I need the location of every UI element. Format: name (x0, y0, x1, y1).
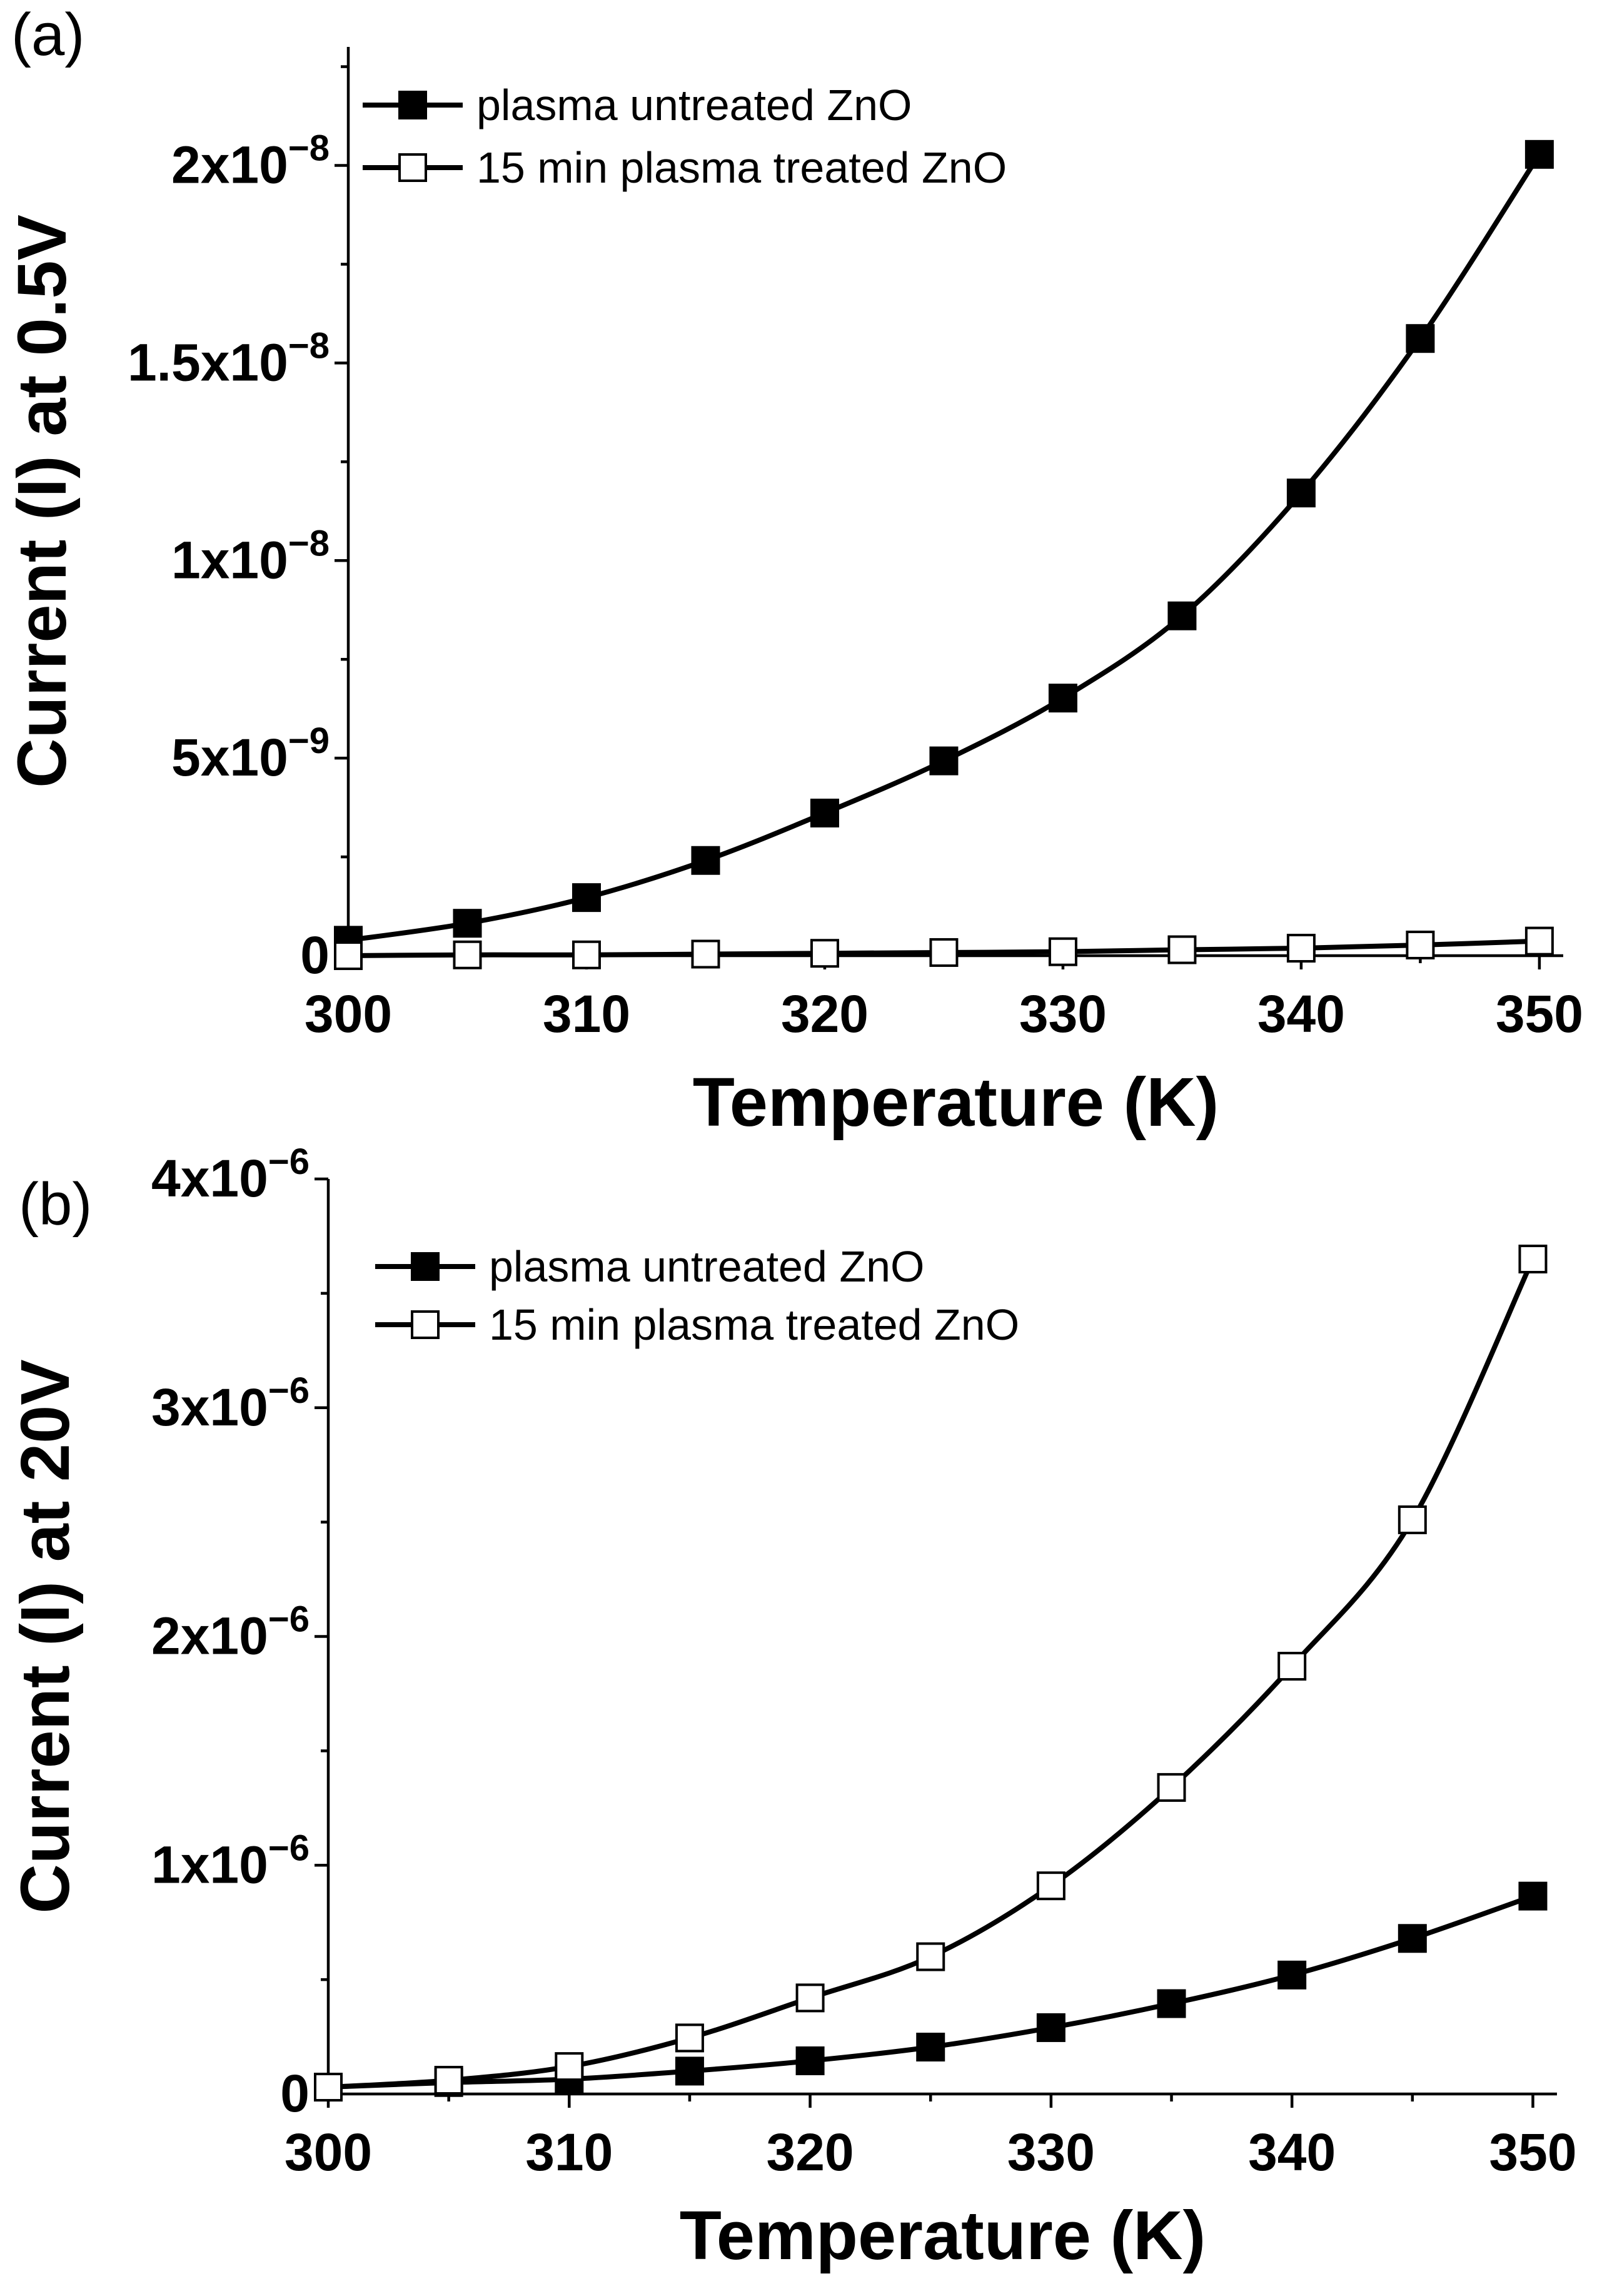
data-point-treated (691, 939, 720, 969)
y-tick-label: 5x10−9 (171, 721, 330, 787)
data-point-untreated (810, 798, 839, 827)
data-point-untreated (572, 883, 601, 913)
legend-label: 15 min plasma treated ZnO (476, 143, 1007, 192)
data-point-untreated (1048, 684, 1077, 713)
y-axis-title: Current (I) at 0.5V (4, 215, 81, 788)
data-point-treated (1167, 935, 1197, 964)
x-axis-title: Temperature (K) (680, 2197, 1206, 2274)
x-tick-label: 340 (1248, 2123, 1336, 2182)
x-tick-label: 320 (767, 2123, 854, 2182)
data-point-treated (555, 2052, 584, 2081)
y-tick-label: 1.5x10−8 (128, 325, 330, 392)
data-point-treated (810, 939, 839, 968)
data-point-untreated (1398, 1924, 1427, 1953)
data-point-untreated (1406, 324, 1435, 353)
x-tick-label: 350 (1489, 2123, 1576, 2182)
panel-label: (b) (19, 1171, 92, 1238)
data-point-treated (453, 940, 482, 969)
data-point-untreated (1036, 2013, 1065, 2042)
legend-marker (398, 153, 427, 182)
data-point-untreated (675, 2056, 704, 2086)
panel-label: (a) (11, 1, 84, 68)
x-tick-label: 300 (285, 2123, 372, 2182)
data-point-untreated (929, 746, 959, 776)
x-tick-label: 320 (781, 984, 869, 1043)
data-point-treated (434, 2066, 463, 2095)
x-tick-label: 300 (305, 984, 392, 1043)
data-point-untreated (453, 909, 482, 938)
y-axis-title: Current (I) at 20V (7, 1359, 84, 1913)
x-tick-label: 330 (1007, 2123, 1095, 2182)
data-point-treated (1406, 930, 1435, 959)
data-point-untreated (1518, 1881, 1548, 1911)
data-point-treated (572, 940, 601, 969)
data-point-untreated (795, 2046, 825, 2075)
y-tick-label: 1x10−6 (151, 1828, 310, 1894)
y-tick-label: 2x10−6 (151, 1599, 310, 1666)
x-tick-label: 330 (1019, 984, 1107, 1043)
x-tick-label: 340 (1257, 984, 1345, 1043)
data-point-untreated (691, 846, 720, 875)
data-point-untreated (1277, 1960, 1307, 1990)
y-tick-label: 2x10−8 (171, 128, 330, 195)
series-line-untreated (348, 153, 1542, 943)
x-tick-label: 350 (1496, 984, 1583, 1043)
legend-label: plasma untreated ZnO (489, 1242, 924, 1291)
legend-marker (411, 1310, 440, 1339)
data-point-treated (334, 941, 363, 970)
chart-panel-a: 300 310 320 330 340 350 0 5x10−9 1x10−8 1.5x10−8 2… (4, 1, 1583, 1141)
data-point-treated (675, 2023, 704, 2053)
data-point-treated (1398, 1505, 1427, 1534)
y-tick-label: 0 (300, 926, 330, 984)
x-tick-label: 310 (543, 984, 630, 1043)
data-point-treated (929, 938, 959, 967)
legend-label: plasma untreated ZnO (476, 81, 912, 129)
data-point-treated (1524, 926, 1554, 956)
legend-marker (411, 1252, 440, 1281)
x-tick-label: 310 (525, 2123, 613, 2182)
y-tick-label: 1x10−8 (171, 523, 330, 589)
data-point-untreated (1167, 601, 1197, 630)
data-point-treated (1277, 1652, 1307, 1681)
legend-label: 15 min plasma treated ZnO (489, 1300, 1019, 1349)
data-point-treated (795, 1983, 825, 2013)
y-tick-label: 4x10−6 (151, 1141, 310, 1208)
data-point-treated (1286, 933, 1316, 963)
data-point-untreated (1524, 139, 1554, 169)
data-point-treated (1048, 937, 1077, 966)
chart-panel-b: 300 310 320 330 340 350 0 1x10−6 2x10−6 3x10−6 4x1… (7, 1141, 1577, 2274)
data-point-treated (916, 1942, 945, 1971)
x-axis-title: Temperature (K) (693, 1064, 1219, 1141)
data-point-treated (1157, 1773, 1186, 1802)
data-point-untreated (1286, 478, 1316, 508)
data-point-untreated (1157, 1989, 1186, 2018)
data-point-treated (1036, 1871, 1065, 1901)
legend-marker (398, 91, 427, 119)
data-point-treated (314, 2073, 343, 2102)
data-point-untreated (916, 2033, 945, 2062)
y-tick-label: 3x10−6 (151, 1370, 310, 1437)
data-point-treated (1518, 1245, 1548, 1274)
y-tick-label: 0 (280, 2064, 310, 2123)
